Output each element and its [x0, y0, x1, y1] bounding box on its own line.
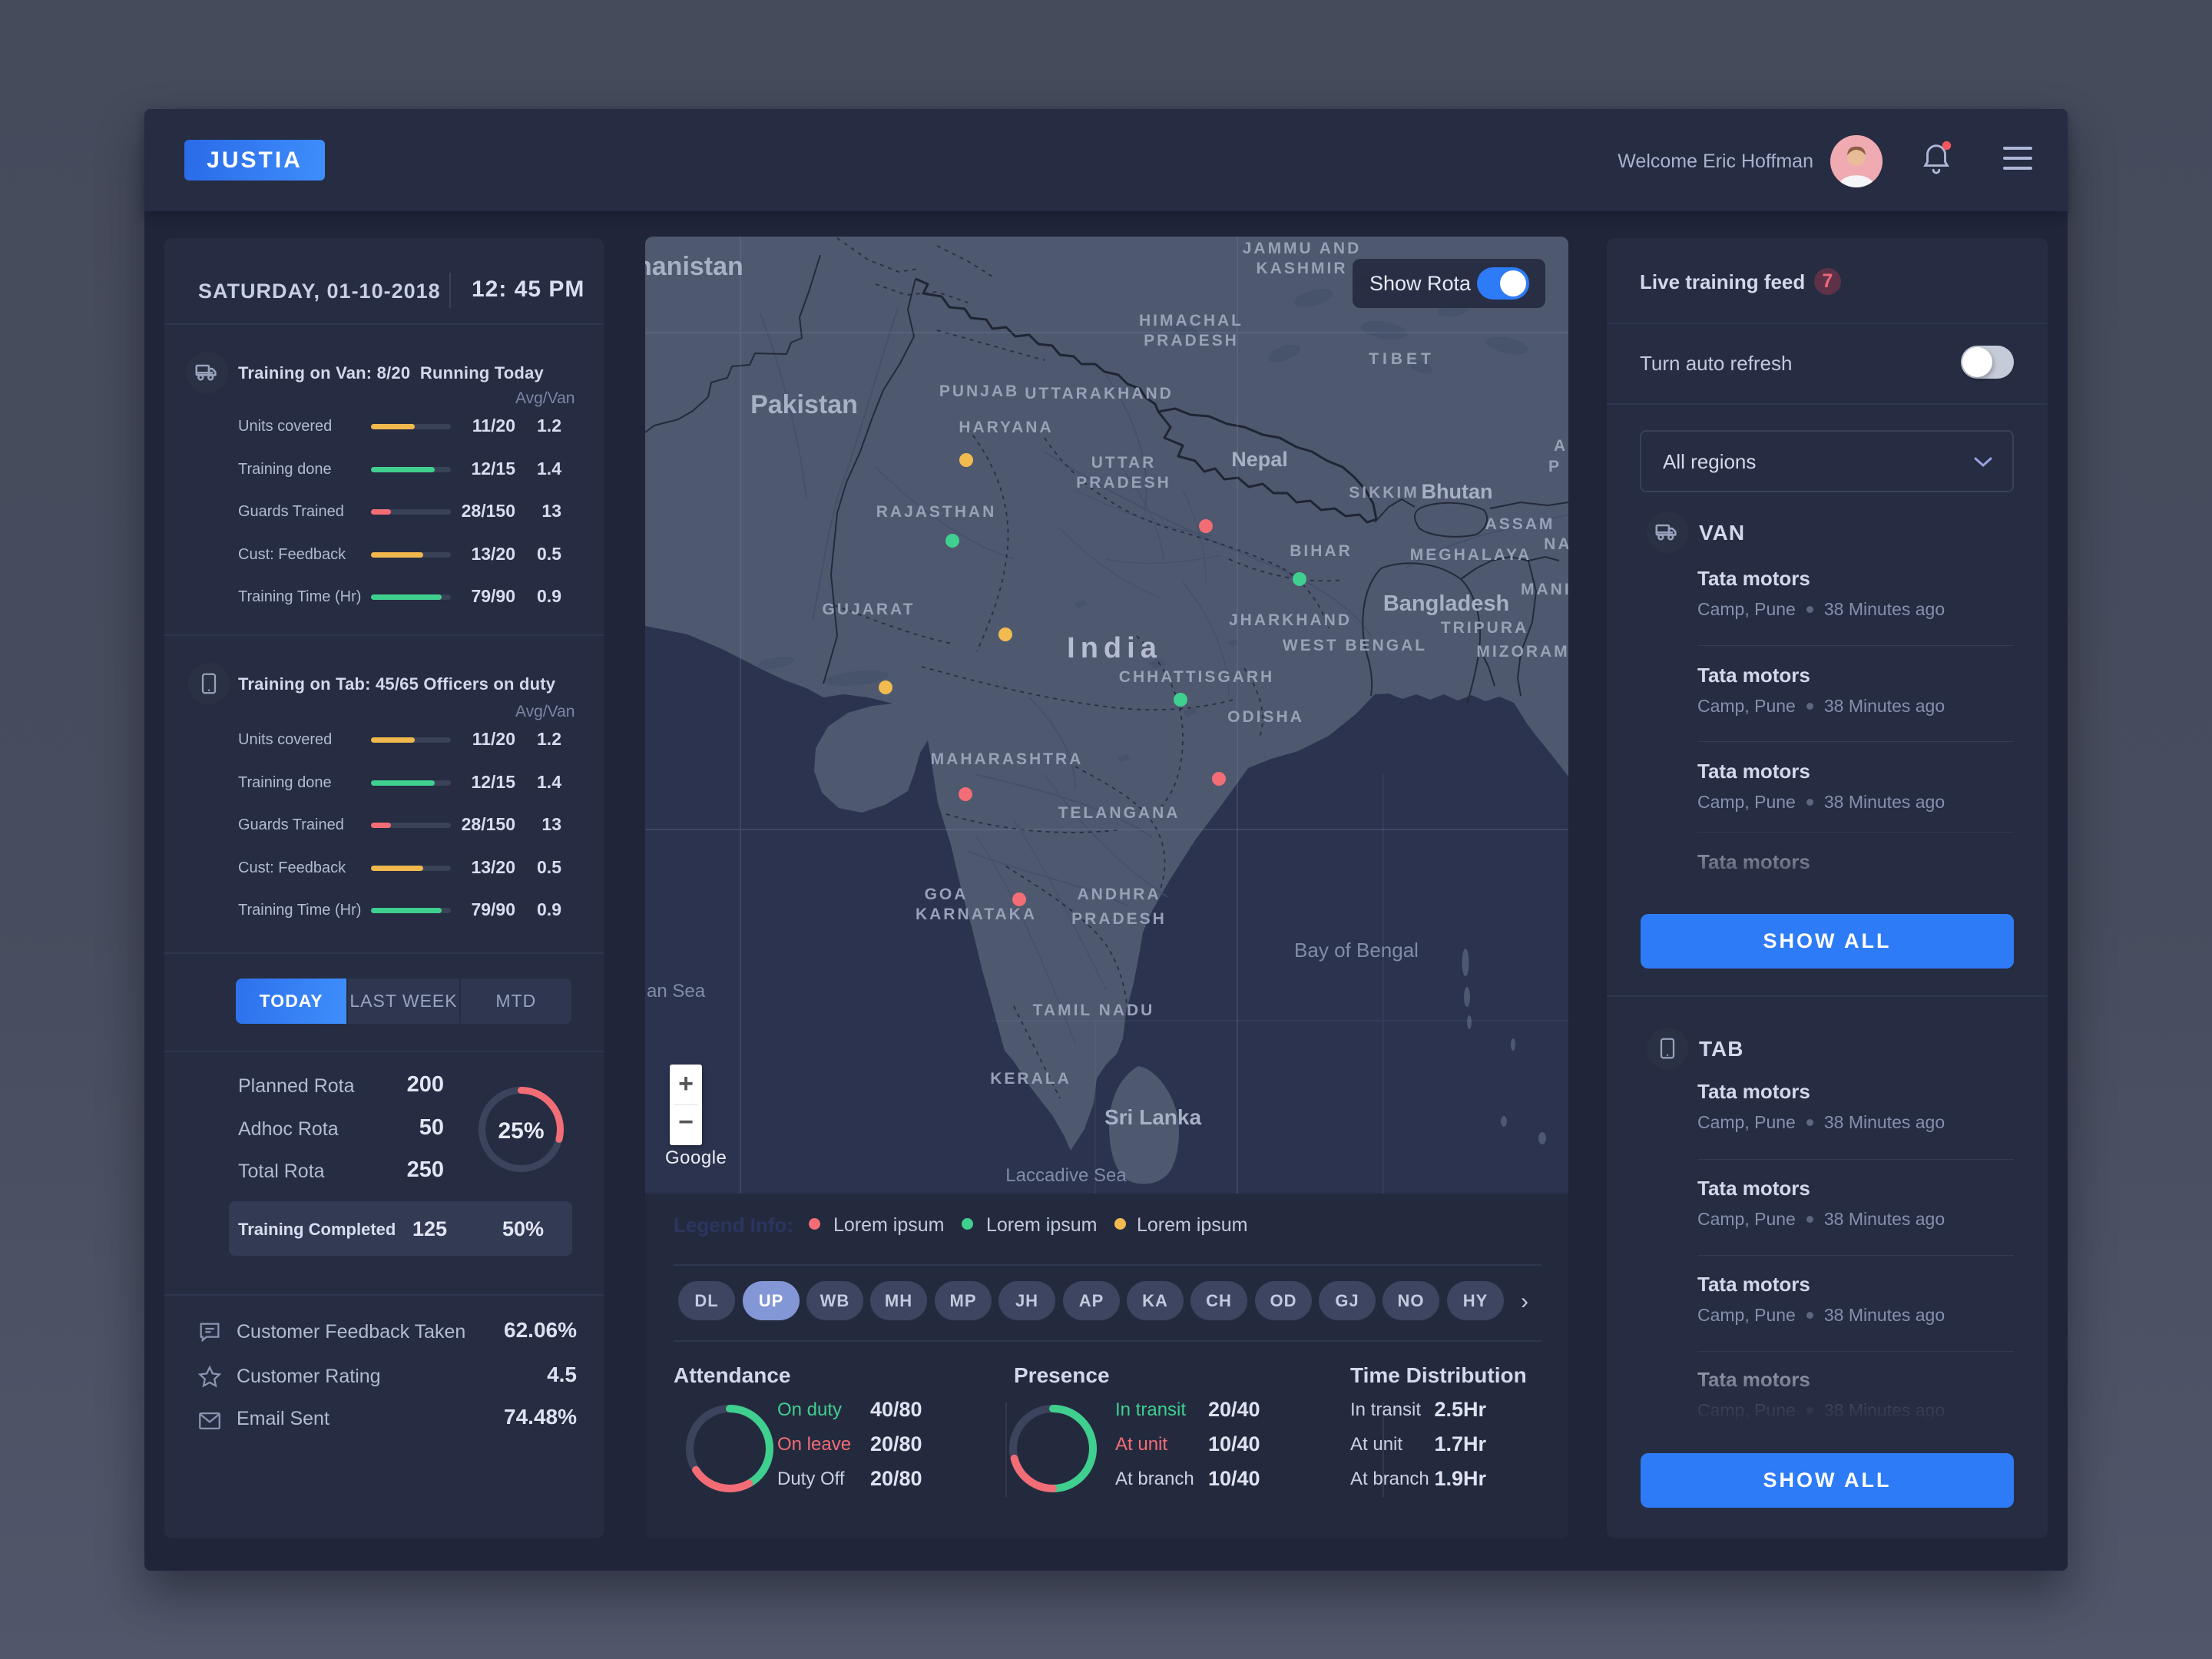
svg-text:Pakistan: Pakistan [750, 390, 858, 419]
svg-text:Bangladesh: Bangladesh [1383, 591, 1509, 616]
svg-text:MANIP: MANIP [1521, 581, 1568, 598]
svg-text:Sri Lanka: Sri Lanka [1104, 1105, 1201, 1129]
svg-text:TIBET: TIBET [1369, 350, 1435, 368]
svg-text:BIHAR: BIHAR [1290, 542, 1353, 560]
svg-text:ANDHRA: ANDHRA [1078, 886, 1161, 903]
svg-text:ODISHA: ODISHA [1227, 708, 1304, 726]
svg-text:KERALA: KERALA [990, 1070, 1071, 1088]
svg-text:25%: 25% [498, 1118, 544, 1144]
svg-text:CHHATTISGARH: CHHATTISGARH [1119, 668, 1274, 686]
svg-text:Bay of Bengal: Bay of Bengal [1294, 939, 1419, 962]
svg-text:ASSAM: ASSAM [1485, 515, 1555, 533]
svg-text:UTTARAKHAND: UTTARAKHAND [1025, 385, 1174, 402]
svg-text:HIMACHAL: HIMACHAL [1139, 312, 1243, 329]
svg-text:TAMIL NADU: TAMIL NADU [1033, 1002, 1155, 1019]
svg-text:TRIPURA: TRIPURA [1441, 619, 1528, 637]
svg-text:UTTAR: UTTAR [1091, 454, 1157, 472]
svg-text:JAMMU AND: JAMMU AND [1243, 240, 1362, 257]
svg-text:RAJASTHAN: RAJASTHAN [876, 503, 997, 521]
svg-text:Nepal: Nepal [1231, 448, 1288, 471]
svg-text:TELANGANA: TELANGANA [1058, 804, 1181, 822]
svg-text:India: India [1067, 632, 1162, 664]
svg-text:PRADESH: PRADESH [1076, 474, 1171, 492]
svg-text:WEST BENGAL: WEST BENGAL [1283, 637, 1427, 654]
svg-text:NAG: NAG [1544, 535, 1568, 553]
svg-text:P: P [1548, 458, 1561, 475]
svg-text:hanistan: hanistan [645, 252, 743, 281]
svg-text:MEGHALAYA: MEGHALAYA [1410, 546, 1532, 564]
svg-text:GUJARAT: GUJARAT [823, 601, 916, 618]
svg-text:KARNATAKA: KARNATAKA [916, 906, 1037, 923]
svg-text:KASHMIR: KASHMIR [1257, 260, 1348, 277]
svg-text:GOA: GOA [925, 886, 969, 903]
svg-text:PRADESH: PRADESH [1144, 332, 1239, 349]
svg-text:JHARKHAND: JHARKHAND [1229, 611, 1352, 629]
svg-text:HARYANA: HARYANA [959, 419, 1053, 436]
svg-text:an Sea: an Sea [647, 981, 706, 1002]
svg-text:PUNJAB: PUNJAB [939, 382, 1019, 400]
svg-text:Bhutan: Bhutan [1422, 480, 1493, 503]
svg-text:Laccadive Sea: Laccadive Sea [1005, 1165, 1127, 1186]
svg-text:PRADESH: PRADESH [1071, 910, 1167, 928]
svg-text:AR: AR [1554, 437, 1568, 455]
svg-text:MIZORAM: MIZORAM [1476, 643, 1568, 661]
svg-text:MAHARASHTRA: MAHARASHTRA [931, 750, 1084, 768]
svg-text:SIKKIM: SIKKIM [1349, 484, 1419, 502]
